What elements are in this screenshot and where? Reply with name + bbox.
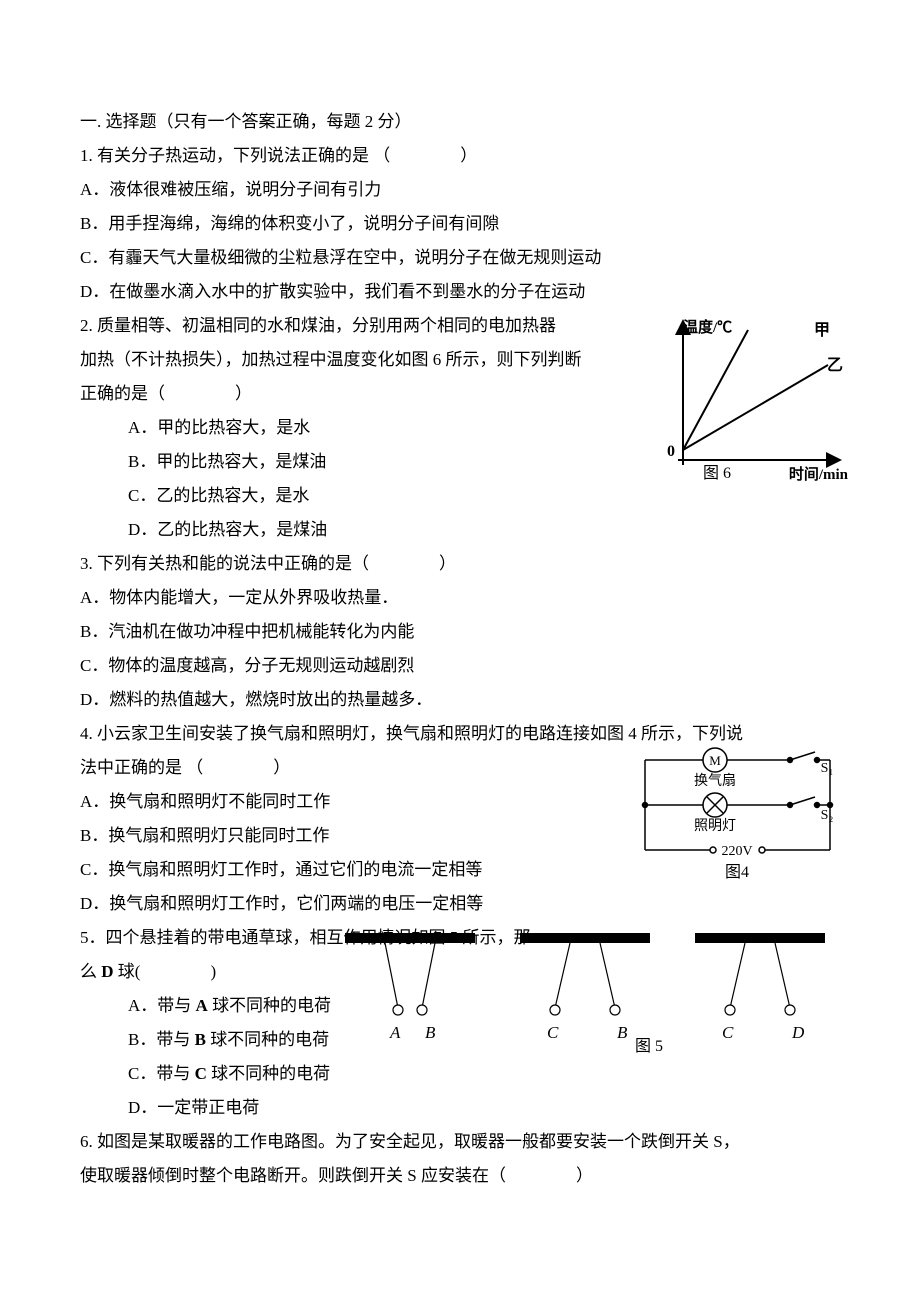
q5-c-mid: C [195, 1064, 207, 1083]
fig5-label-a: A [389, 1023, 401, 1042]
q5-opt-a: A．带与 A 球不同种的电荷 [80, 989, 340, 1023]
q5-stem2-b: D [101, 962, 113, 981]
q5-a-mid: A [196, 996, 208, 1015]
q1-opt-b: B．用手捏海绵，海绵的体积变小了，说明分子间有间隙 [80, 207, 840, 241]
figure-6-temperature-graph: 温度/℃ 甲 乙 0 图 6 时间/min [653, 315, 848, 490]
q3-opt-a: A．物体内能增大，一定从外界吸收热量． [80, 581, 840, 615]
figure-5-pendulums: A B C B C D 图 5 [345, 928, 845, 1058]
q4-opt-b: B．换气扇和照明灯只能同时工作 [80, 819, 525, 853]
fig6-ylabel: 温度/℃ [683, 313, 732, 343]
q5-a-pre: A．带与 [128, 996, 196, 1015]
q5-opt-b: B．带与 B 球不同种的电荷 [80, 1023, 340, 1057]
section-heading: 一. 选择题（只有一个答案正确，每题 2 分） [80, 105, 840, 139]
q3-opt-d: D．燃料的热值越大，燃烧时放出的热量越多． [80, 683, 840, 717]
q1-stem-text: 1. 有关分子热运动，下列说法正确的是 （ [80, 146, 390, 165]
q2-stem3-end: ） [235, 384, 252, 403]
q3-stem-text: 3. 下列有关热和能的说法中正确的是（ [80, 554, 369, 573]
q3-opt-c: C．物体的温度越高，分子无规则运动越剧烈 [80, 649, 840, 683]
q6-stem2-end: ） [576, 1166, 593, 1185]
fig4-fan-label: 换气扇 [694, 772, 736, 789]
q5-opt-d: D．一定带正电荷 [80, 1091, 340, 1125]
q5-stem2-c: 球( [114, 962, 141, 981]
q6-stem-1: 6. 如图是某取暖器的工作电路图。为了安全起见，取暖器一般都要安装一个跌倒开关 … [80, 1125, 840, 1159]
q6-stem-2: 使取暖器倾倒时整个电路断开。则跌倒开关 S 应安装在（ ） [80, 1159, 840, 1193]
q6-stem2-text: 使取暖器倾倒时整个电路断开。则跌倒开关 S 应安装在（ [80, 1166, 506, 1185]
q1-opt-d: D．在做墨水滴入水中的扩散实验中，我们看不到墨水的分子在运动 [80, 275, 840, 309]
q4-opt-d: D．换气扇和照明灯工作时，它们两端的电压一定相等 [80, 887, 525, 921]
q1-opt-c: C．有霾天气大量极细微的尘粒悬浮在空中，说明分子在做无规则运动 [80, 241, 840, 275]
q1-stem: 1. 有关分子热运动，下列说法正确的是 （ ） [80, 139, 840, 173]
q5-stem2-end: ) [210, 962, 216, 981]
fig4-voltage: 220V [721, 844, 752, 859]
q5-b-mid: B [195, 1030, 206, 1049]
fig5-caption: 图 5 [635, 1031, 663, 1063]
q4-opt-c: C．换气扇和照明灯工作时，通过它们的电流一定相等 [80, 853, 525, 887]
fig5-label-c1: C [547, 1023, 559, 1042]
fig4-caption: 图4 [725, 864, 749, 881]
fig5-label-d: D [791, 1023, 805, 1042]
fig6-caption: 图 6 [703, 458, 731, 490]
fig6-label-jia: 甲 [814, 315, 830, 347]
q5-c-post: 球不同种的电荷 [207, 1064, 330, 1083]
q3-stem: 3. 下列有关热和能的说法中正确的是（ ） [80, 547, 840, 581]
fig4-s1: S₁ [821, 761, 834, 776]
q5-b-post: 球不同种的电荷 [206, 1030, 329, 1049]
q5-c-pre: C．带与 [128, 1064, 195, 1083]
fig6-zero: 0 [667, 436, 675, 468]
fig5-label-b1: B [425, 1023, 436, 1042]
q4-stem2-end: ） [273, 758, 290, 777]
fig6-xlabel: 时间/min [789, 460, 848, 490]
q5-stem2-a: 么 [80, 962, 101, 981]
q3-stem-end: ） [439, 554, 456, 573]
q4-stem2-text: 法中正确的是 （ [80, 758, 203, 777]
figure-4-circuit: M [635, 745, 840, 890]
q1-opt-a: A．液体很难被压缩，说明分子间有引力 [80, 173, 840, 207]
q5-a-post: 球不同种的电荷 [208, 996, 331, 1015]
fig5-label-b2: B [617, 1023, 628, 1042]
q5-opt-c: C．带与 C 球不同种的电荷 [80, 1057, 340, 1091]
fig4-lamp-label: 照明灯 [694, 818, 736, 834]
svg-text:M: M [709, 753, 721, 768]
fig4-s2: S₂ [821, 808, 834, 823]
q4-opt-a: A．换气扇和照明灯不能同时工作 [80, 785, 525, 819]
q3-opt-b: B．汽油机在做功冲程中把机械能转化为内能 [80, 615, 840, 649]
fig5-label-c2: C [722, 1023, 734, 1042]
q5-b-pre: B．带与 [128, 1030, 195, 1049]
q1-stem-end: ） [460, 146, 477, 165]
fig6-line-yi [683, 365, 828, 450]
fig6-label-yi: 乙 [827, 350, 843, 382]
q2-stem3-text: 正确的是（ [80, 384, 165, 403]
q2-opt-d: D．乙的比热容大，是煤油 [80, 513, 840, 547]
